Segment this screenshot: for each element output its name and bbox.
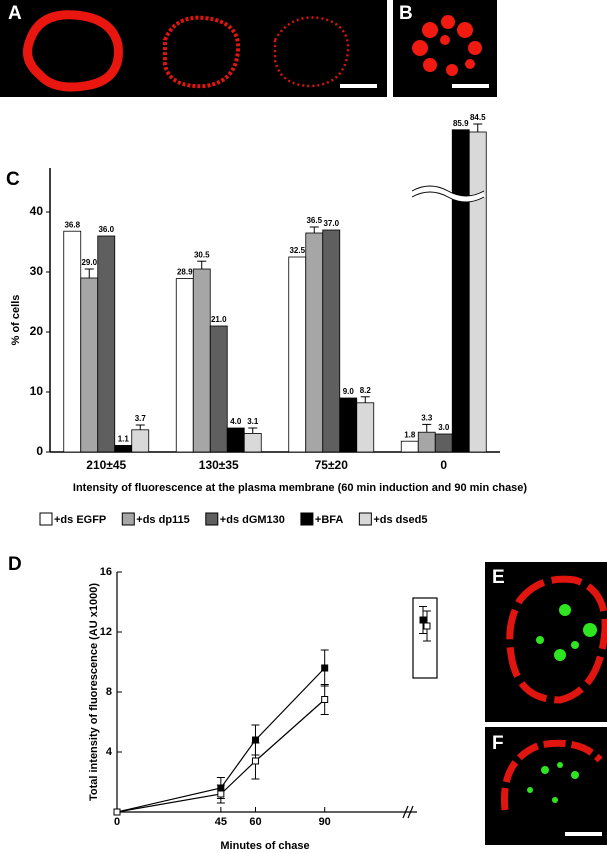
marker [113,808,121,816]
legend-swatch [121,512,135,526]
panel-label: B [399,3,413,24]
y-tick-label: 12 [100,626,112,638]
y-tick-label: 30 [30,264,44,278]
micrograph-b: B [393,0,497,97]
x-tick-label: 45 [215,816,227,828]
y-tick-label: 20 [30,324,44,338]
legend-label: +ds EGFP [54,514,106,526]
y-axis-label: Total intensity of fluorescence (AU x100… [88,583,100,801]
axis-break [410,186,486,202]
y-tick-label: 16 [100,566,112,578]
marker [321,696,329,703]
panel-label: E [492,567,505,588]
value-label: 84.5 [470,113,486,122]
bar [80,277,99,453]
bar [468,131,487,453]
y-tick-label: 0 [36,444,43,458]
value-label: 36.5 [306,216,322,225]
x-axis-label: Intensity of fluorescence at the plasma … [73,482,528,494]
value-label: 30.5 [194,250,210,259]
bar [356,402,375,453]
series-line [116,667,326,813]
value-label: 32.5 [289,246,305,255]
value-label: 1.1 [118,435,130,444]
value-label: 29.0 [81,258,97,267]
panel-label: A [8,3,22,24]
bar [114,444,133,453]
legend-label: +ds dsed5 [373,514,427,526]
micrograph-e: E [485,562,607,722]
x-tick-label: 210±45 [86,458,126,472]
bar [97,235,116,453]
y-axis-label: % of cells [10,295,22,346]
marker [321,664,329,672]
x-axis-label: Minutes of chase [220,840,309,852]
legend-swatch [205,512,219,526]
legend-label: +BFA [315,514,343,526]
value-label: 1.8 [404,430,416,439]
bar [400,440,419,453]
bar [63,230,82,453]
value-label: 3.0 [438,423,450,432]
bar [434,433,453,453]
x-tick-label: 0 [440,458,447,472]
bar [192,268,211,453]
marker [419,616,427,624]
bar [131,429,150,453]
axis-break [411,191,485,203]
value-label: 8.2 [360,386,372,395]
axis-break [411,185,485,197]
panel-label: D [8,554,22,575]
micrograph-f: F [485,727,607,845]
axis-break [402,805,414,819]
micrograph-a: A [0,0,387,97]
bar [417,431,436,453]
legend-label: +ds dGM130 [220,514,285,526]
value-label: 3.3 [421,414,433,423]
y-tick-label: 8 [106,686,112,698]
x-tick-label: 75±20 [315,458,349,472]
value-label: 28.9 [177,268,193,277]
panel-label: F [492,733,504,754]
legend-swatch [358,512,372,526]
legend-label: +ds dp115 [136,514,190,526]
marker [251,757,259,765]
marker [251,736,259,744]
bar [451,129,470,453]
y-tick-label: 40 [30,204,44,218]
value-label: 36.8 [64,220,80,229]
x-tick-label: 0 [114,816,120,828]
bar [175,278,194,453]
value-label: 36.0 [98,225,114,234]
marker [217,790,225,798]
value-label: 37.0 [323,219,339,228]
value-label: 85.9 [453,119,469,128]
bar [339,397,358,453]
inset-box [412,597,438,679]
value-label: 3.1 [247,417,259,426]
bar [243,432,262,453]
marker [423,622,431,630]
y-tick-label: 10 [30,384,44,398]
value-label: 21.0 [211,315,227,324]
x-tick-label: 90 [319,816,331,828]
legend-swatch [39,512,53,526]
value-label: 4.0 [230,417,242,426]
value-label: 9.0 [343,387,355,396]
value-label: 3.7 [135,414,147,423]
y-tick-label: 4 [106,746,113,758]
bar [322,229,341,453]
legend-swatch [300,512,314,526]
bar [305,232,324,453]
x-tick-label: 130±35 [199,458,239,472]
bar [288,256,307,453]
series-line [116,699,326,813]
panel-label: C [6,169,20,190]
x-tick-label: 60 [249,816,261,828]
bar [209,325,228,453]
bar [226,427,245,453]
